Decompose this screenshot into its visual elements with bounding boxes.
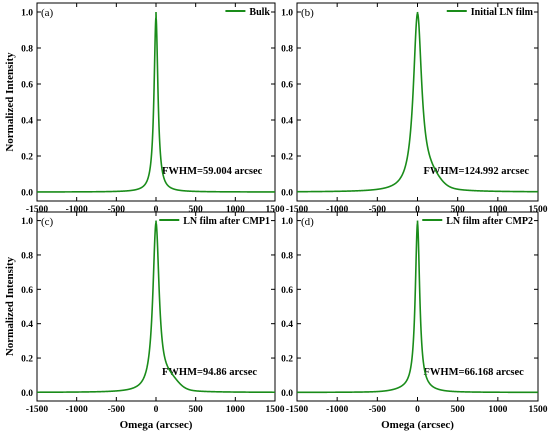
x-tick-label: -500 [369,405,387,415]
series-line [37,11,275,193]
y-tick-label: 0.8 [281,45,293,55]
x-tick-label: 500 [451,205,466,215]
legend-label: Bulk [249,7,270,18]
x-tick-label: -1500 [26,405,48,415]
legend: LN film after CMP2 [422,216,533,227]
y-tick-label: 0.2 [281,355,293,365]
y-tick-label: 1.0 [281,217,293,227]
series-line [297,11,538,193]
x-tick-label: -1500 [26,205,48,215]
fwhm-annotation: FWHM=66.168 arcsec [424,367,525,378]
panel-tag: (c) [41,216,54,228]
legend: Initial LN film [446,7,534,18]
y-tick-label: 0.6 [281,286,293,296]
x-tick-label: 1500 [266,205,285,215]
x-tick-label: -1000 [66,205,88,215]
y-tick-label: 0.4 [281,117,293,127]
legend: Bulk [225,7,270,18]
x-tick-label: -1000 [326,205,348,215]
series-line [37,220,275,394]
y-tick-label: 0.6 [21,81,33,91]
panel-tag: (d) [301,216,314,228]
x-tick-label: 0 [154,405,159,415]
y-tick-label: 0.6 [21,286,33,296]
x-tick-label: -500 [108,405,126,415]
x-tick-label: -500 [369,205,387,215]
x-tick-label: 1500 [266,405,285,415]
panel-4: -1500 -1000 -500 0 500 1000 1500 0.0 0.2 0.4 0.6 0.… [281,211,548,431]
panel-3: -1500 -1000 -500 0 500 1000 1500 0.0 0.2 0.4 0.6 0.… [4,211,285,431]
x-tick-label: -500 [108,205,126,215]
x-tick-label: 1000 [488,205,507,215]
y-tick-label: 0.2 [21,153,33,163]
x-tick-label: 500 [189,405,204,415]
legend-label: Initial LN film [471,7,534,18]
y-tick-label: 0.8 [21,45,33,55]
x-tick-label: 0 [415,405,420,415]
x-tick-label: 0 [154,205,159,215]
y-tick-label: 0.0 [21,189,33,199]
fwhm-annotation: FWHM=124.992 arcsec [424,166,530,177]
legend: LN film after CMP1 [159,216,270,227]
x-tick-label: -1500 [286,405,308,415]
y-tick-label: 1.0 [281,9,293,19]
x-axis-title: Omega (arcsec) [120,419,193,431]
y-tick-label: 0.4 [281,320,293,330]
series-line [297,220,538,394]
x-tick-label: -1000 [66,405,88,415]
y-tick-label: 0.0 [21,389,33,399]
fwhm-annotation: FWHM=94.86 arcsec [162,367,257,378]
x-tick-label: 500 [189,205,204,215]
y-tick-label: 0.8 [21,251,33,261]
y-tick-label: 0.4 [21,117,33,127]
y-tick-label: 0.2 [281,153,293,163]
panel-tag: (a) [41,7,54,19]
panel-2: -1500 -1000 -500 0 500 1000 1500 0.0 0.2 0.4 0.6 0.… [281,2,548,215]
x-tick-label: 0 [415,205,420,215]
x-tick-label: 1000 [488,405,507,415]
y-tick-label: 0.0 [281,389,293,399]
x-tick-label: 1500 [529,205,548,215]
x-tick-label: -1000 [326,405,348,415]
y-tick-label: 0.2 [21,355,33,365]
y-tick-label: 1.0 [21,217,33,227]
legend-label: LN film after CMP1 [183,216,270,227]
y-tick-label: 0.4 [21,320,33,330]
y-tick-label: 0.0 [281,189,293,199]
legend-label: LN film after CMP2 [446,216,533,227]
x-tick-label: 1000 [226,405,245,415]
x-axis-title: Omega (arcsec) [381,419,454,431]
fwhm-annotation: FWHM=59.004 arcsec [162,166,263,177]
panel-1: -1500 -1000 -500 0 500 1000 1500 0.0 0.2 0.4 0.6 0.… [4,2,285,215]
panel-tag: (b) [301,7,314,19]
y-tick-label: 0.6 [281,81,293,91]
x-tick-label: 500 [451,405,466,415]
y-axis-title: Normalized Intensity [4,256,16,356]
y-axis-title: Normalized Intensity [4,52,16,152]
x-tick-label: -1500 [286,205,308,215]
x-tick-label: 1500 [529,405,548,415]
y-tick-label: 1.0 [21,9,33,19]
x-tick-label: 1000 [226,205,245,215]
y-tick-label: 0.8 [281,251,293,261]
